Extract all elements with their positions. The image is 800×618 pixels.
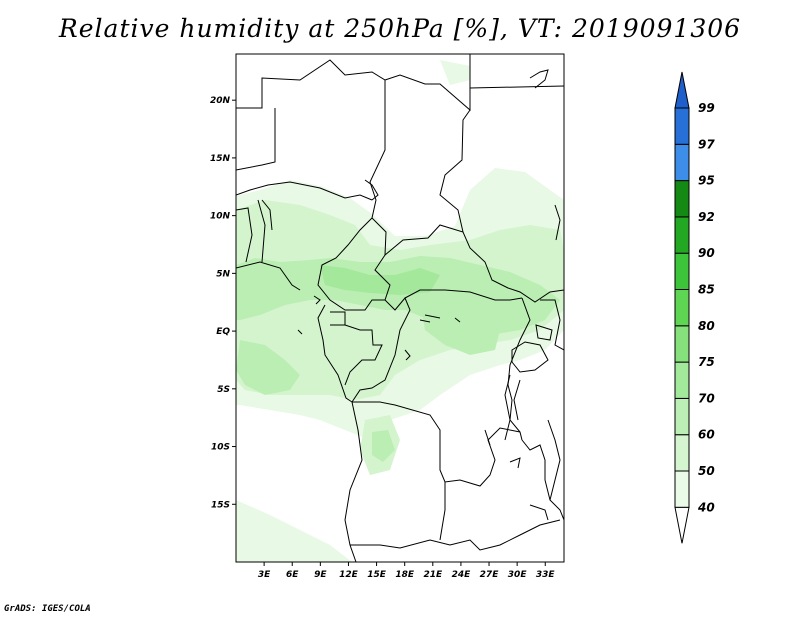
border-line <box>317 217 391 311</box>
colorbar-label: 80 <box>698 319 715 333</box>
colorbar-swatch <box>674 180 690 218</box>
humidity-region-wet <box>320 265 440 295</box>
border-line <box>313 295 321 305</box>
lat-tick-label: 10N <box>210 212 231 222</box>
lat-tick-label: 10S <box>211 443 230 453</box>
colorbar-swatch <box>674 107 690 145</box>
colorbar: 40 50 60 70 75 80 85 90 92 95 97 99 <box>674 71 715 544</box>
colorbar-top-arrow <box>674 71 690 109</box>
lon-tick-label: 3E <box>258 570 271 580</box>
colorbar-swatch <box>674 397 690 436</box>
lon-tick-label: 18E <box>395 570 415 580</box>
lat-tick-label: 15S <box>211 500 230 510</box>
colorbar-label: 85 <box>698 283 715 297</box>
border-line <box>513 379 521 421</box>
border-line <box>504 374 511 441</box>
border-line <box>236 207 253 263</box>
colorbar-label: 50 <box>698 464 715 478</box>
colorbar-swatch <box>674 252 690 290</box>
lat-tick-label: 5S <box>217 385 230 395</box>
border-line <box>236 181 373 201</box>
humidity-region-moist <box>420 295 500 355</box>
colorbar-label: 95 <box>698 174 715 188</box>
longitude-axis: 3E 6E 9E 12E 15E 18E 21E 24E 27E 30E 33E <box>258 562 556 580</box>
lon-tick-label: 21E <box>423 570 443 580</box>
lon-tick-label: 30E <box>508 570 528 580</box>
colorbar-swatch <box>674 143 690 182</box>
credit-label: GrADS: IGES/COLA <box>4 604 91 614</box>
lat-tick-label: 15N <box>210 154 231 164</box>
border-line <box>521 439 564 521</box>
border-line <box>419 319 431 323</box>
border-line <box>364 179 379 201</box>
border-line <box>261 199 273 231</box>
humidity-region-light <box>440 60 470 85</box>
colorbar-label: 60 <box>698 428 715 442</box>
border-line <box>236 59 564 303</box>
border-line <box>424 314 441 319</box>
border-line <box>454 317 461 323</box>
lat-tick-label: 5N <box>216 269 230 279</box>
lon-tick-label: 12E <box>339 570 359 580</box>
colorbar-swatch <box>674 216 690 254</box>
border-line <box>404 349 411 361</box>
border-line <box>330 311 346 326</box>
humidity-region-moist <box>372 430 395 462</box>
border-line <box>350 519 561 551</box>
colorbar-label: 97 <box>698 137 715 151</box>
border-line <box>509 457 521 469</box>
lon-tick-label: 15E <box>367 570 387 580</box>
border-line <box>469 85 564 89</box>
border-line <box>535 324 553 341</box>
humidity-shading <box>236 60 564 562</box>
border-line <box>529 504 549 521</box>
border-line <box>484 429 491 446</box>
border-line <box>511 341 549 373</box>
colorbar-label: 75 <box>698 355 715 369</box>
border-line <box>540 299 564 351</box>
humidity-region-light <box>236 500 352 562</box>
colorbar-label: 92 <box>698 210 715 224</box>
lon-tick-label: 27E <box>480 570 500 580</box>
latitude-axis: 20N 15N 10N 5N EQ 5S 10S 15S <box>210 96 236 510</box>
border-line <box>297 329 303 335</box>
colorbar-swatch <box>674 361 690 399</box>
border-line <box>236 108 276 171</box>
lon-tick-label: 6E <box>286 570 299 580</box>
country-borders <box>236 54 564 562</box>
map-frame <box>235 53 565 563</box>
border-line <box>257 199 266 263</box>
colorbar-label: 40 <box>697 500 715 514</box>
humidity-region-moist <box>236 340 300 395</box>
border-line <box>547 419 561 501</box>
border-line <box>351 297 411 403</box>
colorbar-swatch <box>674 470 690 508</box>
border-line <box>404 289 523 301</box>
colorbar-swatch <box>674 434 690 472</box>
border-line <box>554 204 561 241</box>
lon-tick-label: 9E <box>314 570 327 580</box>
border-line <box>529 69 549 89</box>
colorbar-label: 70 <box>698 391 715 405</box>
chart-title: Relative humidity at 250hPa [%], VT: 201… <box>58 14 742 43</box>
border-line <box>236 261 301 291</box>
colorbar-swatch <box>674 289 690 327</box>
border-line <box>384 54 471 112</box>
border-line <box>439 109 471 233</box>
colorbar-bottom-arrow <box>674 506 690 544</box>
colorbar-label: 99 <box>698 101 715 115</box>
lat-tick-label: EQ <box>216 327 230 337</box>
lon-tick-label: 24E <box>452 570 472 580</box>
border-line <box>344 324 383 386</box>
colorbar-swatch <box>674 325 690 363</box>
colorbar-label: 90 <box>698 246 715 260</box>
border-line <box>317 304 353 403</box>
lon-tick-label: 33E <box>536 570 556 580</box>
border-line <box>439 482 446 541</box>
lat-tick-label: 20N <box>210 96 231 106</box>
